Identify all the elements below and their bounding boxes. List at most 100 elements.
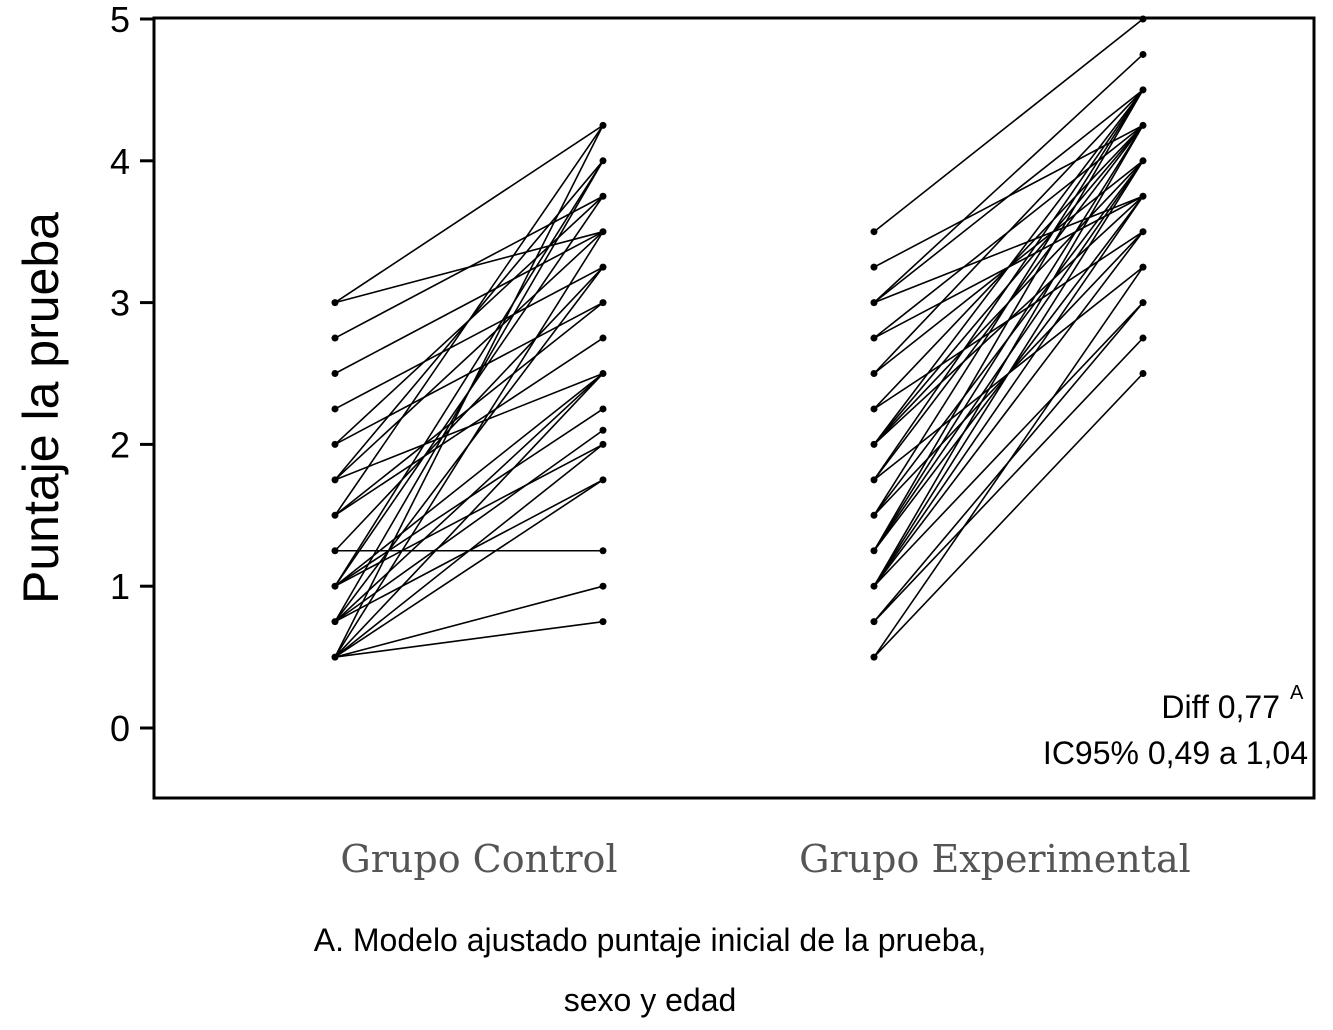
slope-line [873,337,1144,623]
slope-line [334,266,604,410]
data-point-post [599,582,607,590]
data-point-pre [870,228,878,236]
data-point-post [1139,263,1147,271]
caption-line-1: A. Modelo ajustado puntaje inicial de la… [313,922,987,958]
slope-line [873,124,1144,445]
slope-line [334,429,604,623]
data-point-post [599,157,607,165]
slope-line [873,53,1144,304]
data-point-pre [870,511,878,519]
data-point-pre [870,299,878,307]
y-tick-label: 4 [110,141,130,182]
slope-line [873,195,1144,304]
data-point-post [599,405,607,413]
data-point-pre [331,653,339,661]
slope-line [873,231,1144,587]
slope-line [334,372,604,623]
slope-line [334,372,604,587]
annotation-diff: Diff 0,77 [1161,689,1280,725]
data-point-post [1139,334,1147,342]
data-point-pre [870,440,878,448]
slope-line [334,585,604,658]
category-label-control: Grupo Control [340,837,617,881]
y-tick-label: 2 [110,424,130,465]
y-axis-label: Puntaje la prueba [13,212,69,604]
data-point-pre [331,582,339,590]
data-point-pre [870,263,878,271]
slope-line [873,160,1144,552]
slope-line [334,372,604,658]
slope-chart: 0 1 2 3 4 5 Puntaje la prueba Grupo Control G… [13,0,1316,881]
slope-line [873,89,1144,304]
data-point-post [599,370,607,377]
data-point-post [1139,192,1147,200]
data-point-post [1139,50,1147,58]
slope-line [334,231,604,481]
caption-line-2: sexo y edad [563,982,737,1018]
plot-frame [152,16,1316,800]
data-point-pre [870,547,878,555]
slope-line [873,89,1144,552]
slope-points [331,15,1147,661]
data-point-pre [331,440,339,448]
data-point-pre [331,511,339,519]
y-tick-label: 5 [110,0,130,40]
data-point-post [1139,157,1147,165]
slope-line [334,231,604,658]
data-point-pre [870,370,878,377]
y-tick-label: 0 [110,708,130,749]
slope-line [334,124,604,516]
annotation-superscript: A [1290,682,1304,704]
category-label-experimental: Grupo Experimental [799,837,1191,881]
data-point-pre [870,476,878,484]
slope-line [334,337,604,516]
slope-line [873,89,1144,516]
data-point-pre [331,405,339,413]
data-point-post [599,192,607,200]
data-point-post [599,228,607,236]
data-point-post [599,476,607,484]
data-point-pre [331,547,339,555]
data-point-pre [870,582,878,590]
data-point-post [1139,299,1147,307]
data-point-post [599,334,607,342]
data-point-pre [870,405,878,413]
y-axis: 0 1 2 3 4 5 [110,0,154,749]
data-point-pre [331,299,339,307]
slope-line [334,443,604,658]
slope-line [873,195,1144,587]
data-point-post [1139,370,1147,377]
slope-line [334,124,604,658]
data-point-pre [331,370,339,377]
data-point-pre [870,334,878,342]
slope-lines [334,18,1144,658]
data-point-post [599,440,607,448]
data-point-pre [870,653,878,661]
data-point-post [599,299,607,307]
slope-line [873,266,1144,658]
slope-line [873,302,1144,587]
data-point-post [1139,15,1147,23]
y-tick-label: 1 [110,566,130,607]
slope-line [334,124,604,304]
data-point-post [599,263,607,271]
data-point-pre [331,618,339,626]
slope-line [873,89,1144,375]
slope-line [334,266,604,552]
slope-line [334,160,604,587]
slope-line [334,479,604,658]
data-point-post [1139,121,1147,129]
data-point-post [599,121,607,129]
data-point-pre [870,618,878,626]
figure-caption: A. Modelo ajustado puntaje inicial de la… [0,910,1300,1030]
annotation-ci: IC95% 0,49 a 1,04 [1043,735,1308,771]
data-point-post [1139,86,1147,94]
slope-line [873,160,1144,587]
data-point-post [599,547,607,555]
data-point-pre [331,334,339,342]
data-point-post [1139,228,1147,236]
data-point-post [599,618,607,626]
data-point-pre [331,476,339,484]
slope-line [334,230,604,375]
slope-line [873,18,1144,233]
